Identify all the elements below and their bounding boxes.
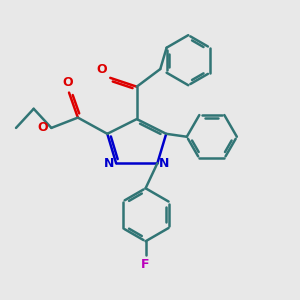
Text: O: O <box>97 63 107 76</box>
Text: O: O <box>37 122 47 134</box>
Text: F: F <box>141 258 150 271</box>
Text: O: O <box>62 76 73 89</box>
Text: N: N <box>159 157 169 170</box>
Text: N: N <box>104 157 115 170</box>
